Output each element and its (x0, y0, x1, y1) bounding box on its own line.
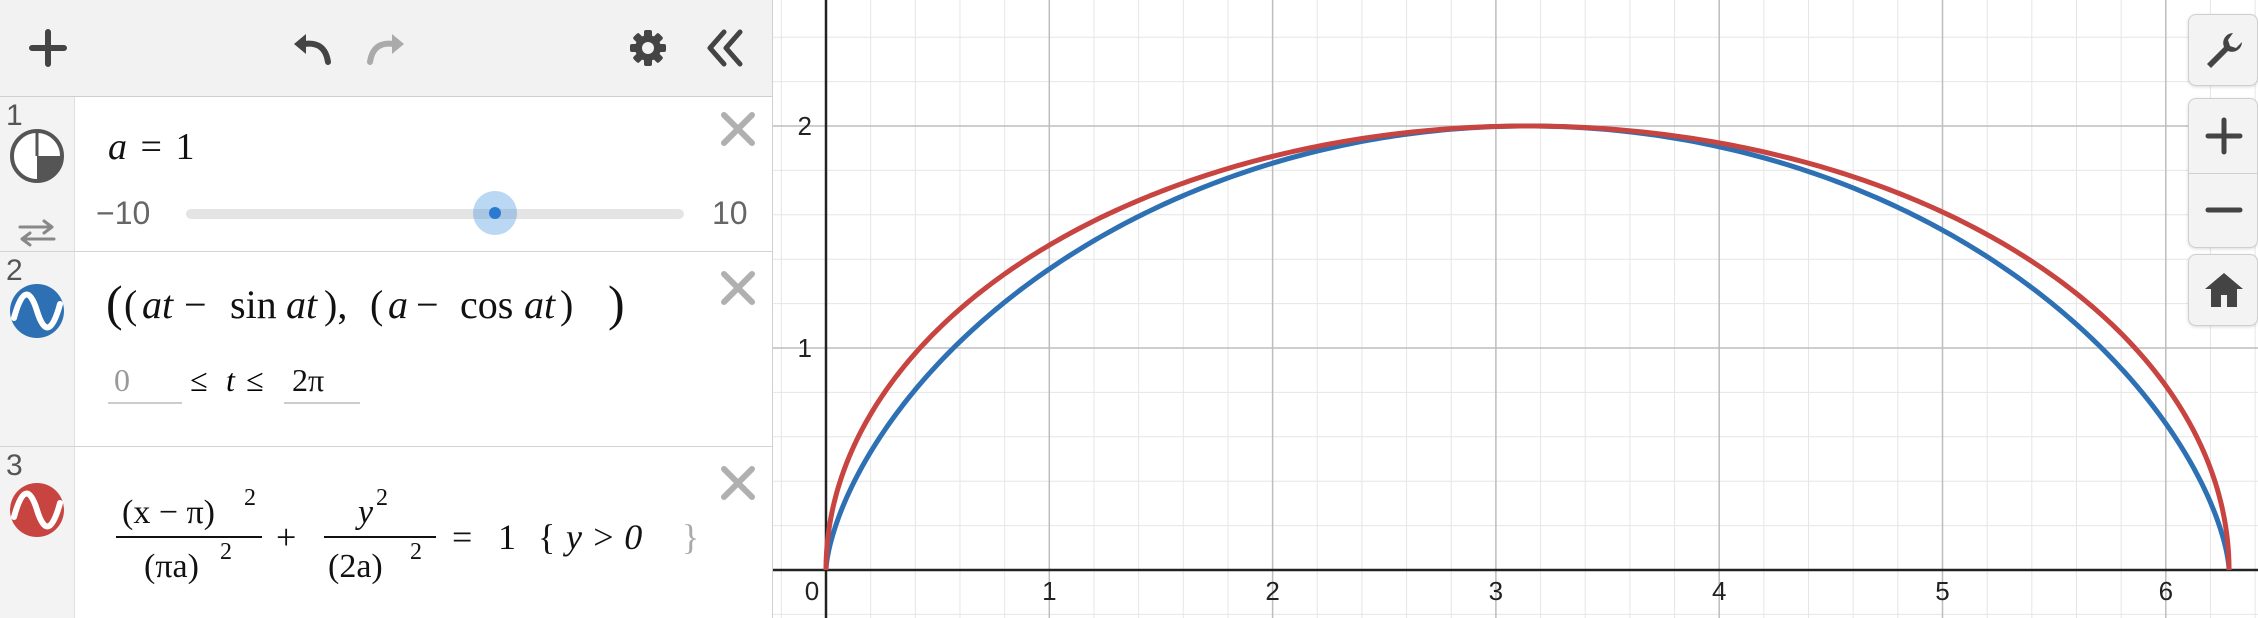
expression-row[interactable]: 1 a = 1 −10 10 (0, 97, 772, 252)
param-lower-input[interactable]: 0 (108, 358, 182, 404)
expression-gutter: 3 (0, 447, 75, 618)
fraction2-denominator-exp: 2 (410, 539, 422, 565)
equals-sign: = (452, 517, 472, 557)
param-upper-input[interactable]: 2π (284, 358, 360, 404)
plus-icon (2205, 117, 2243, 155)
gear-icon (630, 30, 666, 66)
graph-paper[interactable]: 0 1 2 3 4 5 6 1 2 (773, 0, 2258, 618)
zoom-controls (2188, 98, 2258, 248)
svg-text:−: − (416, 282, 439, 327)
plus-icon (29, 29, 67, 67)
undo-button[interactable] (282, 20, 338, 76)
fraction2-denominator: (2a) (328, 548, 383, 585)
x-tick-label: 6 (2159, 576, 2173, 606)
rhs-value: 1 (498, 517, 516, 557)
expression-number: 3 (6, 449, 23, 482)
fraction1-numerator-exp: 2 (244, 485, 256, 511)
zoom-in-button[interactable] (2189, 99, 2257, 174)
param-variable: t (226, 362, 235, 398)
svg-text:at: at (286, 282, 318, 327)
equals-sign: = (140, 126, 162, 168)
svg-text:−: − (184, 282, 207, 327)
fraction2-numerator-exp: 2 (376, 485, 388, 511)
delete-expression-icon[interactable] (718, 268, 758, 308)
expression-toolbar (0, 0, 772, 97)
tick-labels: 0 1 2 3 4 5 6 1 2 (798, 111, 2174, 606)
svg-text:at: at (142, 282, 174, 327)
slider-track[interactable] (186, 209, 684, 219)
ellipse-curve[interactable] (823, 123, 2232, 571)
svg-text:(: ( (106, 275, 123, 331)
x-tick-label: 5 (1935, 576, 1949, 606)
restriction-condition: y > 0 (563, 517, 642, 557)
param-domain: 0 ≤ t ≤ 2π (108, 358, 508, 408)
slider-thumb-dot (488, 207, 501, 219)
svg-text:): ) (560, 282, 573, 327)
fraction1-numerator: (x − π) (122, 494, 215, 531)
y-tick-label: 1 (798, 333, 812, 363)
x-tick-label: 0 (805, 576, 819, 606)
x-tick-label: 2 (1265, 576, 1279, 606)
svg-text:at: at (524, 282, 556, 327)
fraction1-denominator: (πa) (144, 548, 199, 585)
plus-sign: + (276, 517, 296, 557)
parametric-expression[interactable]: ( ( at − sin at ), ( a − cos at ) ) (100, 270, 660, 342)
fraction2-numerator: y (355, 494, 374, 531)
svg-text:(: ( (370, 282, 383, 327)
expression-row[interactable]: 3 (x − π) 2 (πa) 2 + y 2 (2a) 2 = 1 (0, 447, 772, 618)
redo-button[interactable] (360, 20, 416, 76)
expression-number: 1 (6, 99, 23, 132)
param-le-1: ≤ (190, 362, 208, 398)
default-viewport-button[interactable] (2188, 254, 2258, 326)
expression-gutter: 1 (0, 97, 75, 251)
restriction-close-brace: } (682, 517, 699, 557)
add-expression-button[interactable] (20, 20, 76, 76)
redo-icon (367, 34, 404, 65)
slider-min[interactable]: −10 (96, 195, 151, 231)
settings-button[interactable] (620, 20, 676, 76)
x-tick-label: 1 (1042, 576, 1056, 606)
svg-text:(: ( (124, 282, 137, 327)
loop-icon[interactable] (16, 217, 58, 249)
expression-list: 1 a = 1 −10 10 2 (0, 0, 773, 618)
fraction1-denominator-exp: 2 (220, 539, 232, 565)
collapse-list-button[interactable] (696, 20, 752, 76)
expression-row[interactable]: 2 ( ( at − sin at ), ( a − cos at ) ) (0, 252, 772, 447)
expression-number: 2 (6, 254, 23, 287)
delete-expression-icon[interactable] (718, 463, 758, 503)
wrench-icon (2207, 33, 2242, 68)
slider-thumb[interactable] (472, 191, 517, 235)
svg-text:sin: sin (230, 282, 277, 327)
y-tick-label: 2 (798, 111, 812, 141)
svg-text:),: ), (324, 282, 347, 327)
axes (773, 0, 2258, 618)
slider-max[interactable]: 10 (712, 195, 748, 231)
home-icon (2205, 273, 2243, 307)
param-le-2: ≤ (246, 362, 264, 398)
graph-color-icon[interactable] (8, 282, 66, 340)
svg-text:cos: cos (460, 282, 513, 327)
slider-expression[interactable]: a = 1 (108, 125, 194, 169)
svg-text:a: a (388, 282, 408, 327)
slider-play-icon[interactable] (8, 127, 66, 185)
undo-icon (294, 34, 331, 65)
graph-color-icon[interactable] (8, 481, 66, 539)
graph-settings-button[interactable] (2188, 14, 2258, 86)
restriction-open-brace: { (538, 517, 555, 557)
zoom-out-button[interactable] (2189, 173, 2257, 247)
variable-name: a (108, 126, 127, 168)
minus-icon (2205, 207, 2243, 213)
delete-expression-icon[interactable] (718, 109, 758, 149)
svg-text:): ) (608, 275, 625, 331)
ellipse-expression[interactable]: (x − π) 2 (πa) 2 + y 2 (2a) 2 = 1 { y > … (110, 477, 710, 607)
double-chevron-left-icon (707, 29, 743, 67)
expression-gutter: 2 (0, 252, 75, 446)
x-tick-label: 4 (1712, 576, 1726, 606)
graph-background (773, 0, 2258, 618)
x-tick-label: 3 (1489, 576, 1503, 606)
variable-value: 1 (175, 126, 195, 168)
